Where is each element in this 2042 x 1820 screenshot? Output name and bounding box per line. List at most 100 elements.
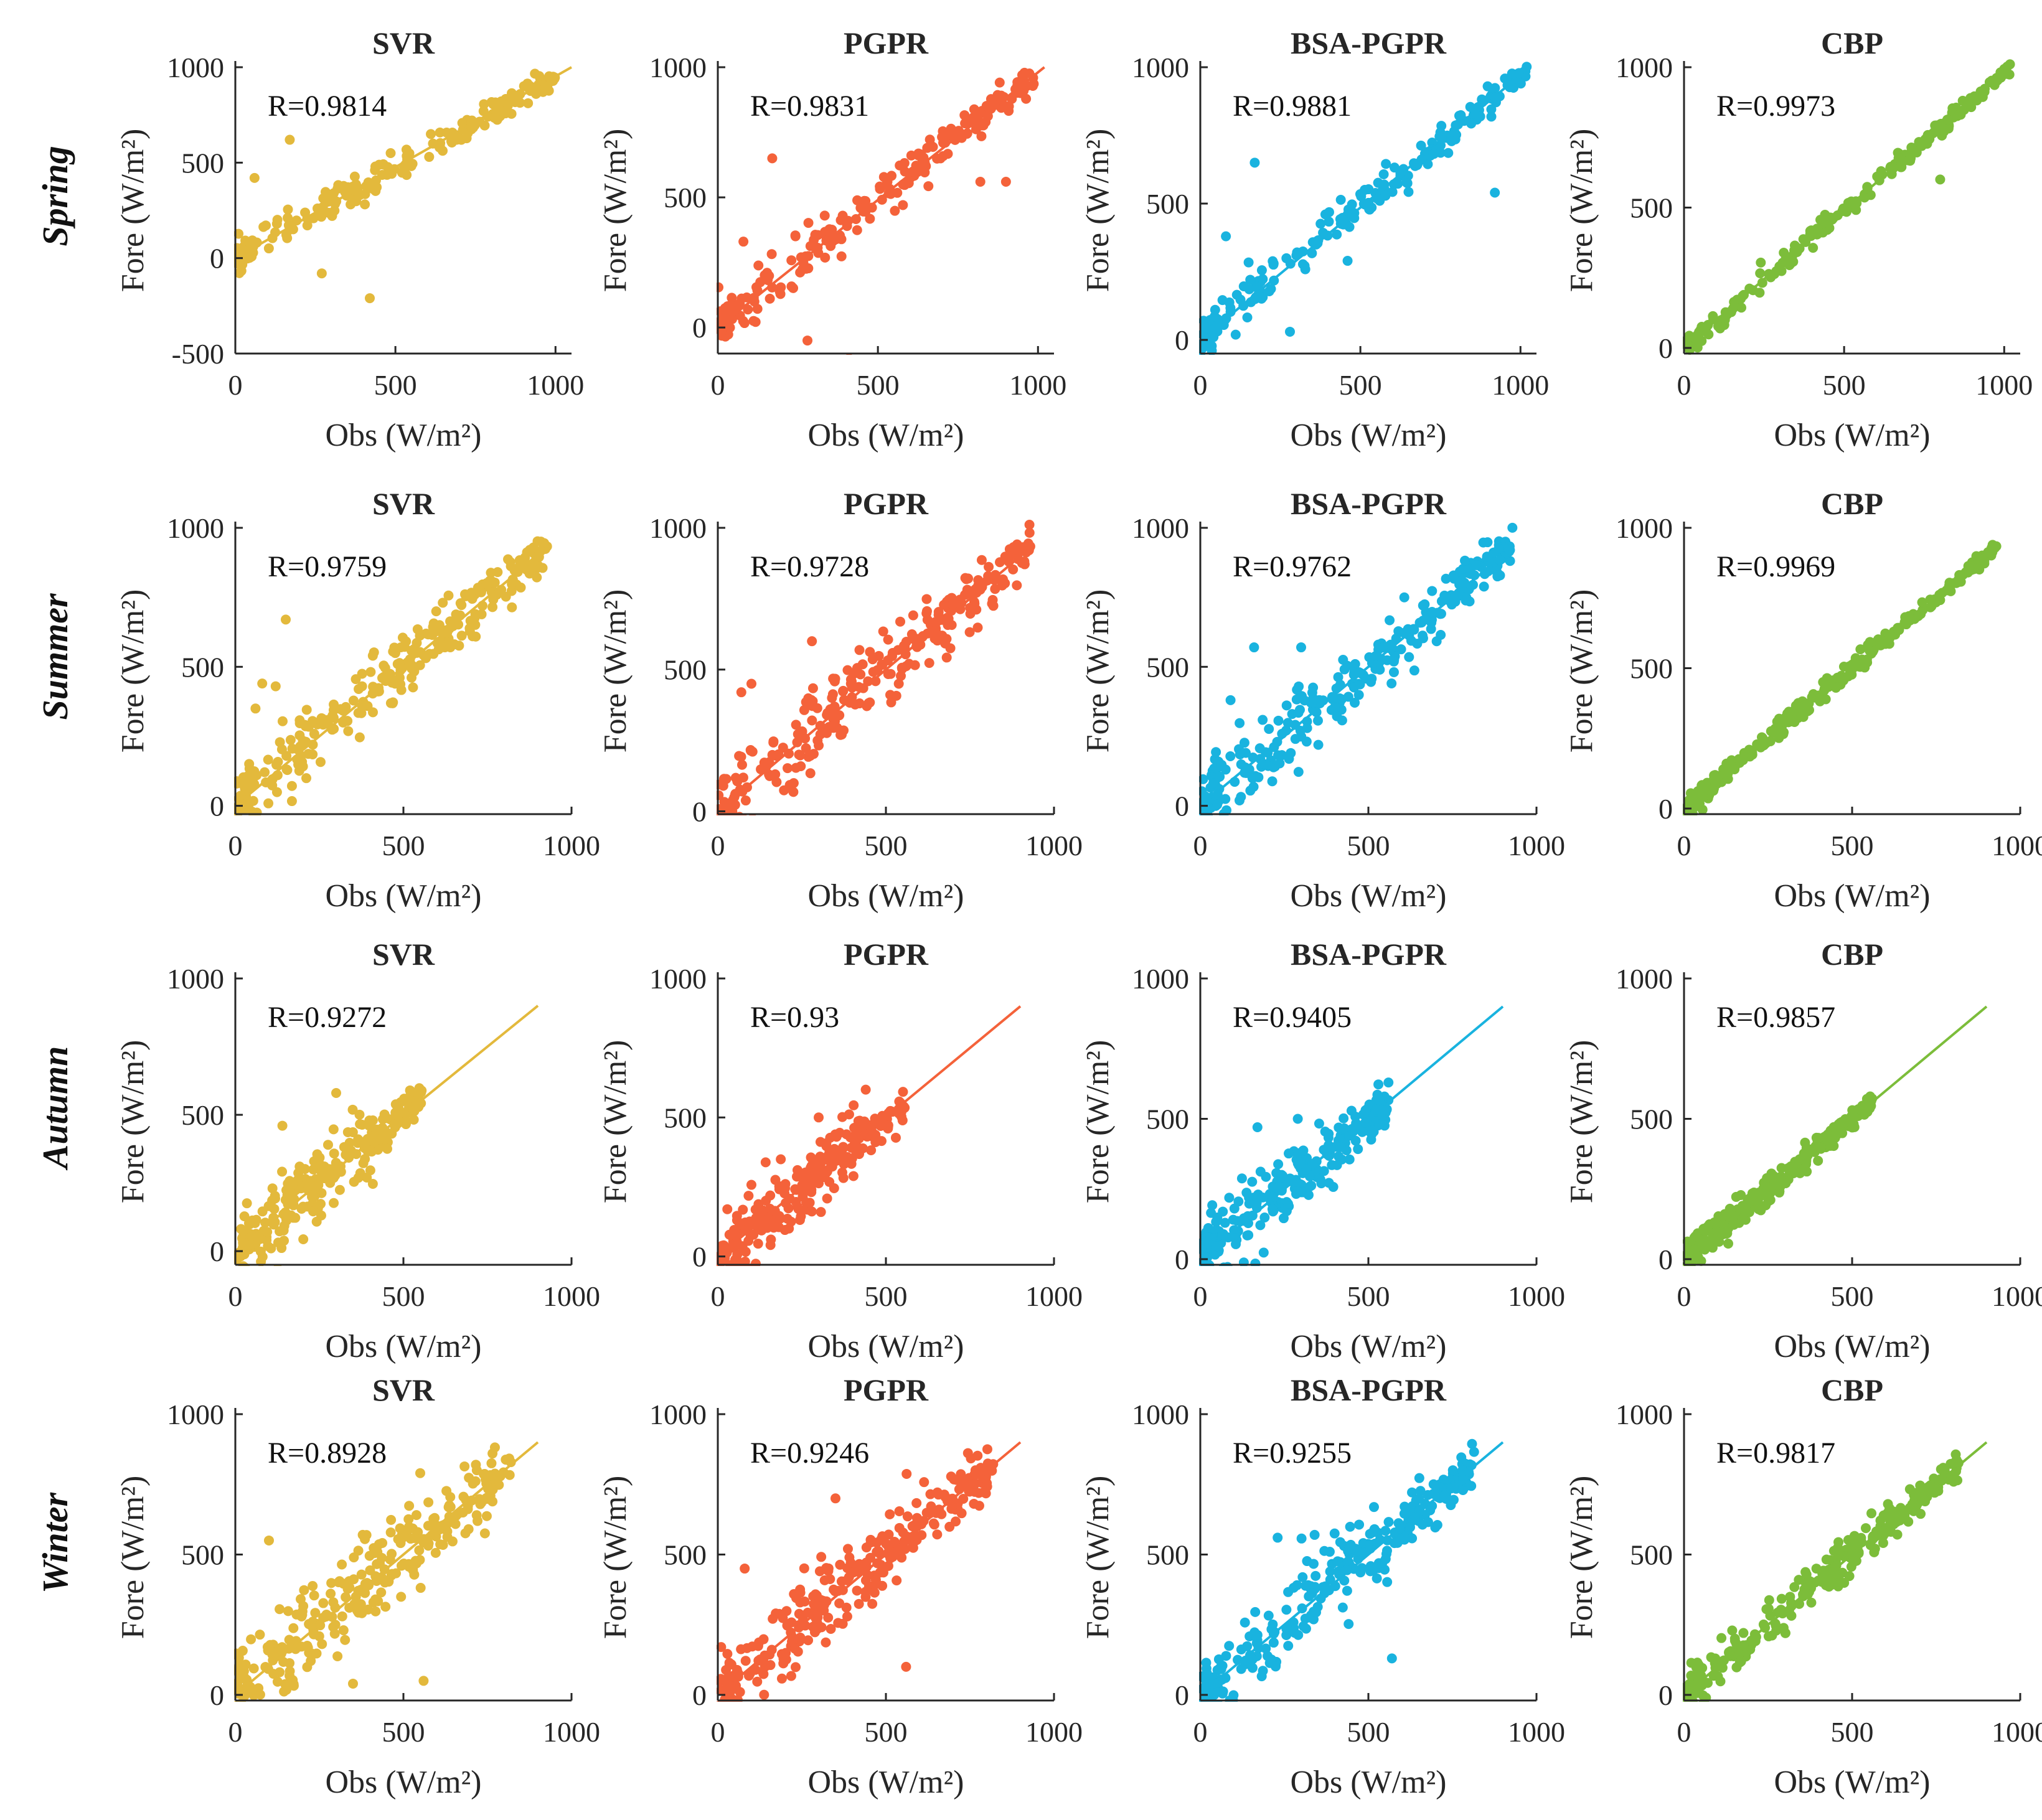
data-point	[980, 1473, 990, 1483]
data-point	[1786, 716, 1796, 726]
data-point	[1273, 715, 1284, 726]
data-point	[814, 1566, 825, 1577]
data-point	[1329, 702, 1340, 713]
data-point	[1823, 1567, 1833, 1577]
data-point	[751, 282, 762, 293]
data-point	[717, 327, 727, 337]
data-point	[1999, 65, 2010, 75]
data-point	[283, 1606, 293, 1616]
data-point	[299, 1585, 309, 1595]
data-point	[1786, 1601, 1797, 1611]
y-axis-label: Fore (W/m²)	[1564, 129, 1599, 293]
data-point	[315, 1620, 326, 1631]
data-point	[836, 1576, 847, 1587]
data-point	[1344, 1154, 1355, 1165]
data-point	[234, 1700, 242, 1702]
data-point	[1247, 1176, 1258, 1187]
data-point	[286, 781, 297, 791]
data-point	[1897, 155, 1908, 166]
data-point	[343, 726, 354, 736]
data-point	[736, 759, 747, 770]
data-point	[1245, 786, 1256, 796]
data-point	[1446, 1483, 1457, 1494]
data-point	[1460, 555, 1470, 566]
data-point	[1721, 1229, 1731, 1239]
data-point	[937, 132, 948, 143]
data-point	[1342, 1565, 1352, 1575]
data-point	[1828, 1122, 1839, 1132]
data-point	[1469, 108, 1479, 119]
x-axis-label: Obs (W/m²)	[326, 1765, 482, 1800]
data-point	[738, 1204, 748, 1215]
data-point	[1239, 738, 1249, 748]
data-point	[1409, 624, 1419, 635]
x-tick-label: 0	[228, 1716, 243, 1748]
data-point	[402, 154, 413, 165]
data-point	[1713, 321, 1723, 332]
data-point	[1490, 92, 1500, 103]
data-point	[1839, 1551, 1850, 1562]
y-tick-label: 1000	[1132, 963, 1189, 995]
data-point	[942, 1496, 953, 1506]
data-point	[423, 1497, 434, 1508]
data-point	[1221, 313, 1231, 324]
data-point	[1272, 736, 1282, 747]
panel-title: BSA-PGPR	[1291, 486, 1447, 521]
outlier-point	[830, 1493, 840, 1504]
data-point	[1726, 306, 1737, 316]
data-point	[1207, 1697, 1217, 1702]
data-point	[1400, 1501, 1410, 1512]
data-point	[1206, 1208, 1216, 1218]
data-point	[408, 682, 418, 693]
data-point	[1720, 769, 1730, 779]
data-point	[793, 1646, 803, 1657]
r-value-label: R=0.9857	[1716, 1001, 1835, 1034]
data-point	[717, 1255, 728, 1265]
data-point	[492, 589, 502, 600]
data-point	[1259, 1213, 1270, 1223]
points	[1199, 62, 1532, 355]
data-point	[1457, 1485, 1468, 1495]
season-label-winter: Winter	[35, 1492, 75, 1593]
data-point	[1282, 718, 1293, 728]
data-point	[1325, 1566, 1335, 1577]
data-point	[1684, 1688, 1695, 1699]
data-point	[845, 678, 856, 689]
x-tick-label: 1000	[1508, 1280, 1565, 1312]
data-point	[1731, 1638, 1741, 1649]
data-point	[1479, 569, 1490, 579]
data-point	[1951, 102, 1962, 113]
data-point	[477, 601, 487, 611]
data-point	[721, 820, 731, 830]
data-point	[1380, 1526, 1391, 1536]
data-point	[1979, 556, 1990, 566]
data-point	[1255, 1220, 1266, 1231]
data-point	[275, 1604, 285, 1615]
data-point	[455, 598, 466, 609]
y-tick-label: 0	[1659, 793, 1673, 825]
data-point	[1786, 258, 1796, 269]
data-point	[925, 134, 935, 145]
data-point	[301, 773, 312, 784]
data-point	[1212, 789, 1223, 800]
data-point	[1477, 96, 1488, 107]
data-point	[1293, 708, 1304, 718]
data-point	[479, 120, 490, 131]
data-point	[722, 1204, 733, 1214]
data-point	[1368, 1502, 1379, 1513]
x-tick-label: 1000	[1975, 369, 2033, 401]
data-point	[248, 1709, 258, 1719]
data-point	[760, 1157, 771, 1168]
data-point	[1296, 691, 1307, 701]
data-point	[1268, 1191, 1278, 1202]
y-tick-label: 500	[1146, 1539, 1189, 1570]
data-point	[976, 131, 987, 141]
data-point	[1507, 68, 1517, 79]
data-point	[837, 210, 848, 221]
data-point	[1447, 1465, 1458, 1476]
data-point	[248, 827, 258, 837]
panel-title: CBP	[1821, 1372, 1883, 1407]
r-value-label: R=0.9973	[1716, 90, 1835, 123]
data-point	[791, 720, 801, 730]
data-point	[1935, 595, 1946, 606]
